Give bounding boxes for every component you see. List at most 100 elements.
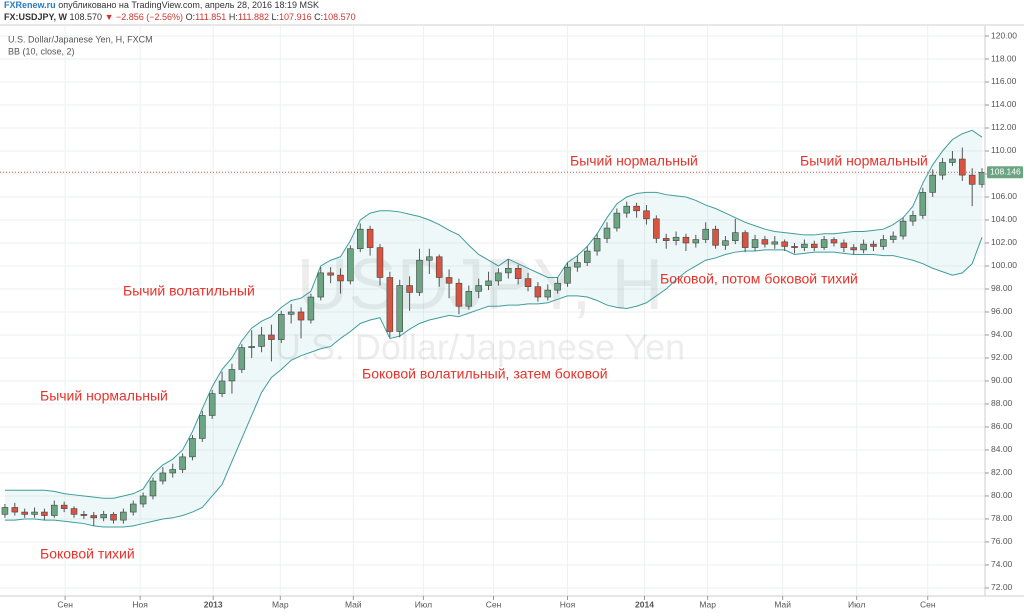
y-tick-label: 106.00 <box>991 191 1017 201</box>
candle-body <box>218 380 226 394</box>
candle-body <box>810 243 818 248</box>
candle-body <box>702 228 709 240</box>
candle-body <box>613 212 621 229</box>
candle-body <box>238 347 246 370</box>
candle-body <box>317 272 325 298</box>
candle-body <box>633 205 640 212</box>
candle-body <box>712 228 719 246</box>
watermark-name: U.S. Dollar/Japanese Yen <box>275 327 685 368</box>
candle-body <box>396 285 403 332</box>
candle-body <box>968 174 976 185</box>
candle-body <box>554 282 561 291</box>
y-tick-label: 92.00 <box>991 352 1013 362</box>
candle-body <box>51 504 58 516</box>
candle-body <box>70 508 78 515</box>
c-label: C: <box>314 12 323 22</box>
x-tick-label: Июл <box>415 599 432 609</box>
candle-body <box>11 507 19 513</box>
x-tick-label: Мар <box>272 599 289 609</box>
candle-body <box>248 346 255 348</box>
candle-body <box>514 267 522 279</box>
annotation: Бычий волатильный <box>123 283 255 299</box>
candle-body <box>643 210 650 220</box>
candle-body <box>129 503 137 513</box>
candle-body <box>139 495 147 505</box>
site[interactable]: FXRenew.ru <box>4 0 56 10</box>
candle-body <box>722 240 729 246</box>
candle-body <box>80 514 88 516</box>
candle-body <box>653 218 660 239</box>
x-tick-label: Мар <box>699 599 716 609</box>
y-tick-label: 90.00 <box>991 375 1013 385</box>
annotation: Боковой тихий <box>40 546 135 562</box>
x-tick-label: Сен <box>486 599 502 609</box>
legend-title: U.S. Dollar/Japanese Yen, H, FXCM <box>8 34 153 44</box>
price-label: 108.146 <box>990 167 1021 177</box>
candle-body <box>287 311 295 315</box>
candle-body <box>761 239 769 245</box>
header-line: FXRenew.ru опубликовано на TradingView.c… <box>4 0 319 10</box>
candle-body <box>801 243 808 248</box>
candle-body <box>376 247 384 278</box>
candle-body <box>741 232 749 248</box>
band-fill <box>4 130 983 528</box>
legend-indicator: BB (10, close, 2) <box>8 46 75 56</box>
candle-body <box>337 274 344 282</box>
y-tick-label: 114.00 <box>991 99 1017 109</box>
candle-body <box>909 215 917 222</box>
candle-body <box>327 272 334 276</box>
band-lower <box>4 237 983 528</box>
change: ▼ −2.856 (−2.56%) <box>105 12 183 22</box>
y-tick-label: 80.00 <box>991 490 1013 500</box>
x-tick-label: Май <box>345 599 362 609</box>
h-value: 111.882 <box>238 12 269 22</box>
y-tick-label: 118.00 <box>991 53 1017 63</box>
annotation: Боковой волатильный, затем боковой <box>362 366 608 382</box>
candle-body <box>347 248 354 282</box>
candle-body <box>939 162 946 176</box>
x-tick-label: Сен <box>57 599 73 609</box>
y-tick-label: 100.00 <box>991 260 1017 270</box>
candle-body <box>495 272 502 282</box>
candle-body <box>574 262 581 268</box>
candle-body <box>771 241 779 245</box>
candle-body <box>732 232 739 241</box>
candle-body <box>959 158 966 176</box>
o-value: 111.851 <box>195 12 226 22</box>
watermark-symbol: USDJPY, H <box>297 245 664 325</box>
x-tick-label: Ноя <box>132 599 148 609</box>
x-tick-label: Сен <box>920 599 936 609</box>
y-tick-label: 96.00 <box>991 306 1013 316</box>
candle-body <box>189 438 196 458</box>
l-label: L: <box>272 12 280 22</box>
candle-body <box>544 289 552 298</box>
y-tick-label: 104.00 <box>991 214 1017 224</box>
price-label-box <box>987 166 1023 179</box>
y-tick-label: 116.00 <box>991 76 1017 86</box>
candle-body <box>682 236 690 244</box>
y-tick-label: 72.00 <box>991 582 1013 592</box>
candle-body <box>534 286 542 298</box>
candle-body <box>850 247 857 251</box>
candle-body <box>505 267 512 274</box>
annotation: Бычий нормальный <box>800 153 928 169</box>
x-tick-label: 2014 <box>635 599 654 609</box>
candle-body <box>120 511 127 521</box>
c-value: 108.570 <box>323 12 356 22</box>
symbol-line: FX:USDJPY, W 108.570 ▼ −2.856 (−2.56%) O… <box>4 12 356 22</box>
candle-body <box>593 238 601 252</box>
y-tick-label: 98.00 <box>991 283 1013 293</box>
candle-body <box>356 228 364 250</box>
candle-body <box>949 158 956 163</box>
y-tick-label: 82.00 <box>991 467 1013 477</box>
candle-body <box>781 241 788 247</box>
y-tick-label: 76.00 <box>991 536 1013 546</box>
candle-body <box>899 220 907 237</box>
candle-body <box>692 239 700 244</box>
candle-body <box>149 480 157 497</box>
candle-body <box>268 334 275 340</box>
l-value: 107.916 <box>279 12 312 22</box>
candle-body <box>455 282 463 307</box>
candle-body <box>406 285 413 293</box>
